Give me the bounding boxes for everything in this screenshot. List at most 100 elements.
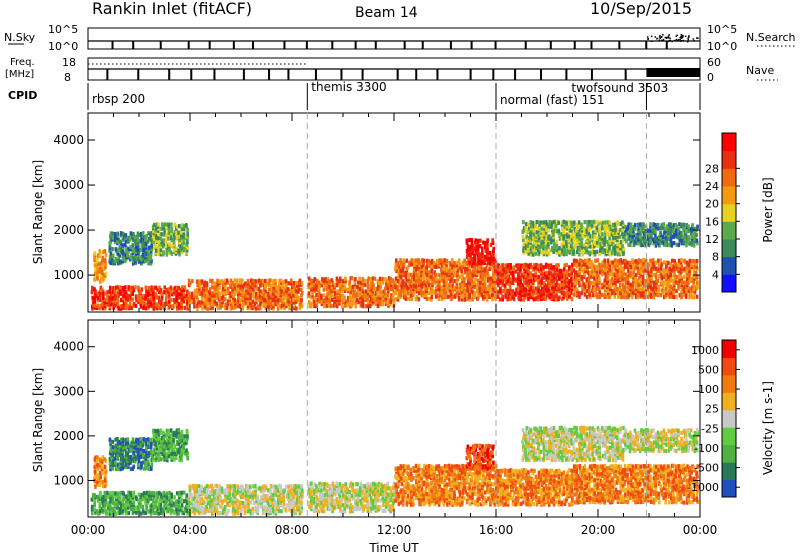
power-cell (609, 272, 612, 277)
power-cell (154, 244, 158, 249)
power-cell (615, 286, 619, 292)
power-cell (591, 262, 595, 268)
power-cell (683, 274, 686, 279)
power-cell (186, 289, 189, 294)
power-cell (519, 275, 523, 280)
power-cell (679, 266, 683, 271)
power-cell (448, 275, 451, 280)
power-cell (220, 302, 224, 307)
power-cell (440, 262, 444, 267)
power-cell (563, 224, 567, 229)
velocity-cell (251, 506, 254, 512)
power-cell (163, 285, 166, 290)
power-cell (114, 257, 118, 262)
power-cell (629, 242, 632, 247)
power-cell (200, 300, 204, 305)
power-cell (529, 226, 533, 231)
power-cell (545, 283, 549, 288)
power-cell (251, 299, 255, 304)
power-cell (386, 301, 390, 306)
power-cell (613, 280, 617, 285)
power-cell (558, 276, 561, 281)
power-cell (667, 227, 670, 232)
power-cell (152, 295, 155, 300)
power-cell (562, 236, 565, 241)
velocity-cell (96, 509, 99, 514)
power-cell (598, 251, 602, 256)
power-cell (509, 263, 512, 268)
power-cell (626, 260, 629, 265)
velocity-cell (99, 509, 102, 514)
power-cell (427, 279, 430, 284)
power-cell (441, 285, 444, 290)
velocity-cell (165, 491, 169, 496)
velocity-cell (140, 492, 144, 497)
power-cell (470, 289, 474, 294)
power-cell (476, 257, 480, 262)
power-cell (622, 269, 625, 274)
power-cell (338, 283, 342, 288)
power-cell (542, 291, 545, 296)
power-cell (586, 225, 589, 231)
power-cell (244, 295, 247, 300)
velocity-cell (214, 493, 217, 498)
power-cell (280, 303, 284, 308)
power-cell (154, 228, 158, 233)
power-cell (570, 282, 574, 287)
power-cell (145, 251, 148, 256)
power-cell (540, 273, 543, 278)
power-cell (297, 289, 300, 294)
power-cell (481, 253, 484, 258)
power-cell (522, 237, 525, 242)
power-cell (218, 291, 221, 296)
velocity-cell (111, 491, 115, 496)
power-cell (237, 295, 240, 300)
power-cell (496, 293, 500, 298)
power-cell (544, 262, 548, 267)
power-cell (680, 295, 683, 300)
power-cell (137, 255, 140, 260)
power-cell (203, 294, 207, 299)
power-cell (152, 290, 155, 295)
power-cell (458, 262, 462, 267)
power-cell (656, 222, 660, 228)
power-cell (413, 266, 416, 272)
power-cell (596, 258, 599, 263)
power-cell (149, 299, 152, 304)
power-cell (634, 222, 637, 228)
velocity-cell (277, 502, 280, 508)
power-cell (601, 247, 604, 253)
power-cell (425, 296, 429, 302)
velocity-cell (233, 497, 237, 502)
power-cell (582, 271, 586, 276)
power-cell (581, 285, 584, 290)
power-cell (544, 220, 548, 225)
power-cell (553, 224, 556, 229)
power-cell (103, 300, 106, 305)
power-cell (642, 288, 645, 294)
power-cell (662, 260, 666, 265)
power-cell (351, 299, 354, 304)
velocity-cell (200, 505, 204, 510)
power-cell (591, 245, 595, 250)
power-cell (687, 235, 691, 240)
power-cell (213, 293, 216, 298)
velocity-cell (241, 500, 244, 506)
power-cell (612, 235, 615, 241)
power-cell (134, 259, 137, 264)
power-cell (468, 281, 472, 286)
power-cell (614, 230, 617, 235)
power-cell (558, 252, 561, 257)
velocity-cell (290, 486, 294, 491)
power-cell (186, 232, 189, 237)
nsearch-dot (665, 36, 668, 39)
power-cell (532, 267, 535, 272)
power-cell (412, 291, 416, 296)
power-cell (247, 304, 250, 309)
power-cell (473, 294, 477, 299)
power-cell (608, 294, 611, 299)
velocity-cell (137, 492, 141, 497)
power-cell (132, 302, 136, 307)
